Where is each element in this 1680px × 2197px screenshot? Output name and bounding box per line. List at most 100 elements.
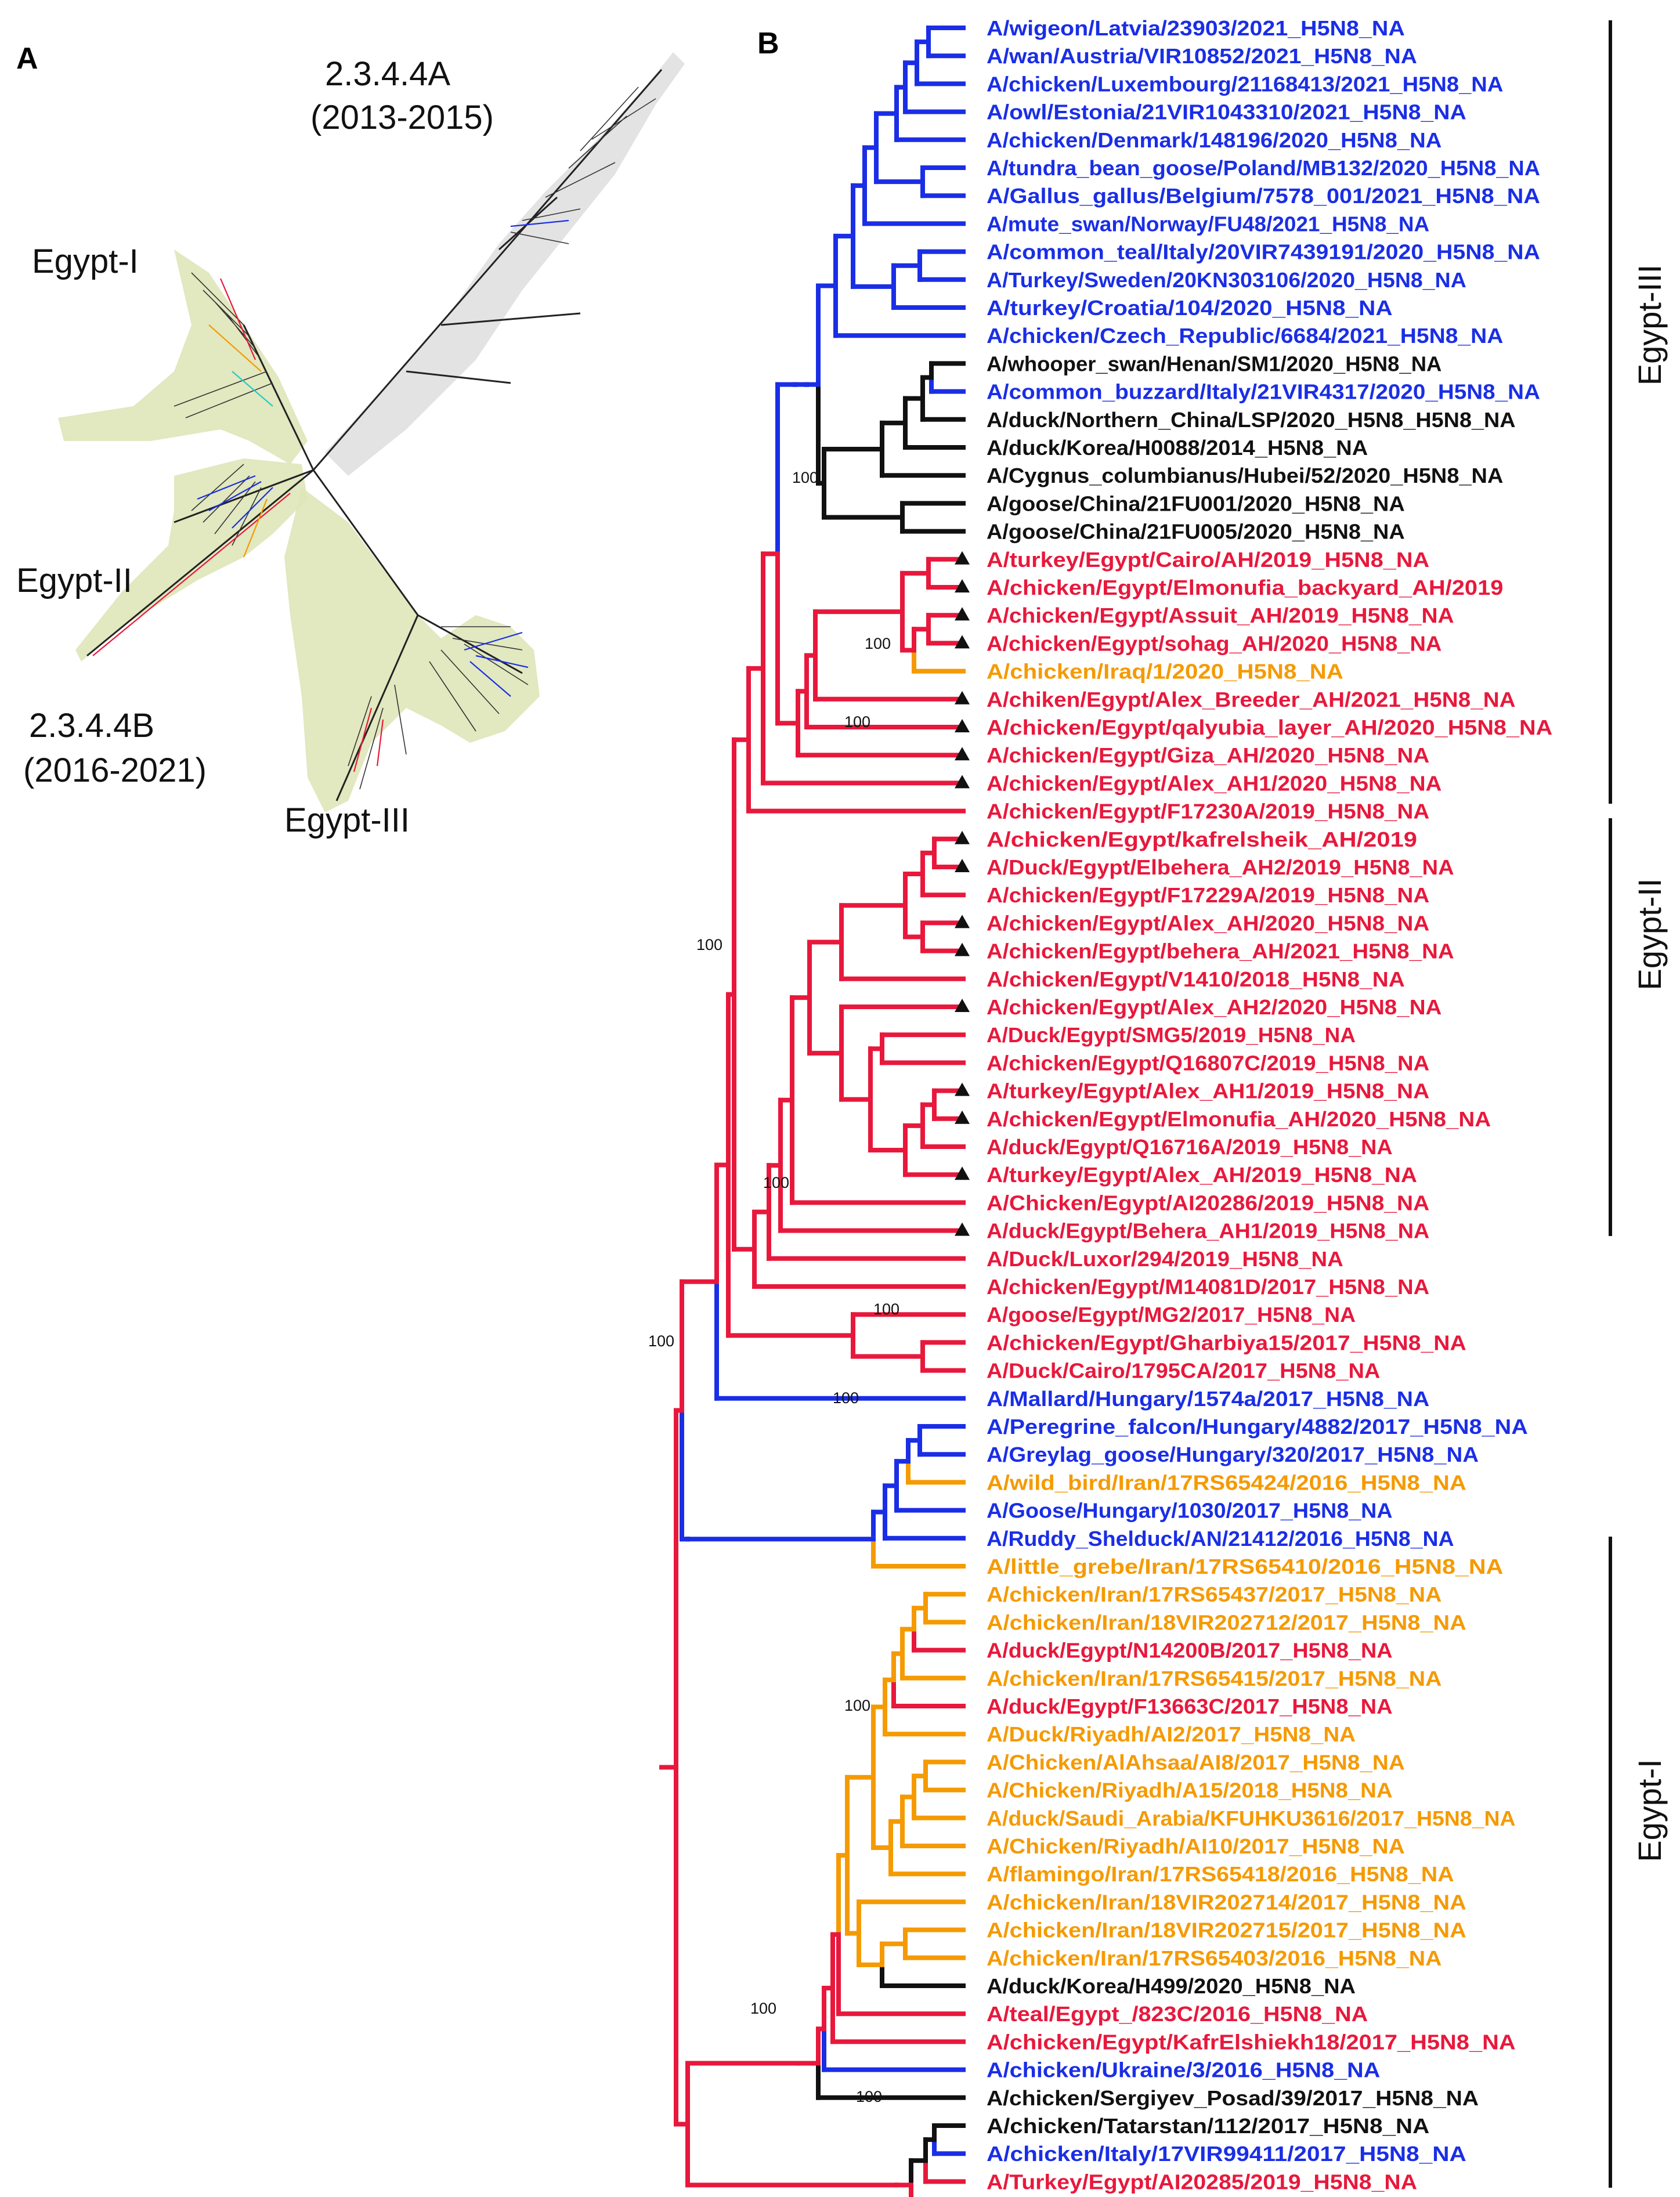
tip-label: A/tundra_bean_goose/Poland/MB132/2020_H5… [987, 156, 1540, 180]
bootstrap-labels: 100 100 100 100 100 100 100 100 100 100 100 [648, 469, 899, 2105]
tip-label: A/turkey/Egypt/Alex_AH1/2019_H5N8_NA [987, 1079, 1429, 1103]
tip-label: A/Cygnus_columbianus/Hubei/52/2020_H5N8_… [987, 464, 1503, 487]
tip-label: A/wigeon/Latvia/23903/2021_H5N8_NA [987, 16, 1405, 40]
tip-label: A/chicken/Egypt/KafrElshiekh18/2017_H5N8… [987, 2030, 1516, 2054]
tip-label: A/chicken/Egypt/Elmonufia_AH/2020_H5N8_N… [987, 1107, 1491, 1131]
tip-label: A/mute_swan/Norway/FU48/2021_H5N8_NA [987, 212, 1429, 236]
tip-label: A/Duck/Egypt/SMG5/2019_H5N8_NA [987, 1023, 1356, 1047]
tip-label: A/turkey/Croatia/104/2020_H5N8_NA [987, 296, 1393, 320]
bootstrap-label: 100 [648, 1332, 674, 1350]
tip-label: A/chicken/Egypt/Q16807C/2019_H5N8_NA [987, 1051, 1429, 1075]
tip-label: A/Chicken/Egypt/AI20286/2019_H5N8_NA [987, 1191, 1429, 1215]
tip-label: A/wild_bird/Iran/17RS65424/2016_H5N8_NA [987, 1470, 1466, 1494]
tip-label: A/chicken/Egypt/M14081D/2017_H5N8_NA [987, 1275, 1429, 1299]
tip-label: A/little_grebe/Iran/17RS65410/2016_H5N8_… [987, 1555, 1503, 1578]
tip-label: A/Duck/Egypt/Elbehera_AH2/2019_H5N8_NA [987, 855, 1454, 879]
panel-a-unrooted-tree: A [16, 42, 685, 839]
triangle-marker-icon [955, 1166, 970, 1180]
tree-b-branches [659, 26, 966, 2197]
tip-label: A/chicken/Denmark/148196/2020_H5N8_NA [987, 128, 1441, 152]
tip-label: A/duck/Northern_China/LSP/2020_H5N8_H5N8… [987, 408, 1516, 432]
panel-a-letter: A [16, 42, 38, 75]
tip-label: A/chicken/Egypt/kafrelsheik_AH/2019 [987, 828, 1417, 851]
tip-label: A/chicken/Iran/17RS65437/2017_H5N8_NA [987, 1582, 1441, 1606]
tip-label: A/Chicken/Riyadh/A15/2018_H5N8_NA [987, 1779, 1393, 1802]
tree-a-colored-leaves [92, 219, 569, 772]
tip-label: A/chicken/Egypt/Alex_AH/2020_H5N8_NA [987, 911, 1429, 935]
triangle-marker-icon [955, 579, 970, 592]
tip-label: A/Peregrine_falcon/Hungary/4882/2017_H5N… [987, 1415, 1528, 1439]
tip-label: A/Gallus_gallus/Belgium/7578_001/2021_H5… [987, 184, 1540, 208]
tip-label: A/chicken/Egypt/V1410/2018_H5N8_NA [987, 967, 1405, 991]
tip-label: A/chicken/Egypt/Alex_AH1/2020_H5N8_NA [987, 771, 1441, 795]
bootstrap-label: 100 [833, 1389, 859, 1407]
tip-label: A/duck/Egypt/N14200B/2017_H5N8_NA [987, 1639, 1393, 1663]
tip-label: A/chicken/Egypt/Gharbiya15/2017_H5N8_NA [987, 1331, 1466, 1354]
bootstrap-label: 100 [844, 1697, 870, 1714]
tip-label: A/chicken/Egypt/F17230A/2019_H5N8_NA [987, 800, 1429, 823]
tip-label: A/duck/Egypt/F13663C/2017_H5N8_NA [987, 1694, 1393, 1718]
tip-label: A/whooper_swan/Henan/SM1/2020_H5N8_NA [987, 352, 1441, 375]
tree-a-leaves [174, 86, 656, 790]
triangle-marker-icon [955, 775, 970, 789]
tip-label: A/turkey/Egypt/Alex_AH/2019_H5N8_NA [987, 1163, 1417, 1187]
tip-label: A/chicken/Egypt/Alex_AH2/2020_H5N8_NA [987, 995, 1441, 1019]
tip-label: A/Chicken/Riyadh/AI10/2017_H5N8_NA [987, 1834, 1405, 1858]
tip-label: A/duck/Saudi_Arabia/KFUHKU3616/2017_H5N8… [987, 1806, 1516, 1830]
label-2344b: 2.3.4.4B [29, 707, 154, 745]
tip-label: A/turkey/Egypt/Cairo/AH/2019_H5N8_NA [987, 548, 1429, 572]
clade-label-egypt-i: Egypt-I [1631, 1759, 1668, 1862]
label-2344a-years: (2013-2015) [310, 99, 494, 136]
triangle-marker-icon [955, 1222, 970, 1236]
shade-egypt-i [58, 250, 308, 464]
triangle-marker-icon [955, 1082, 970, 1096]
tip-label: A/chicken/Iran/17RS65403/2016_H5N8_NA [987, 1946, 1441, 1970]
tip-label: A/chicken/Italy/17VIR99411/2017_H5N8_NA [987, 2142, 1466, 2166]
tip-label: A/Greylag_goose/Hungary/320/2017_H5N8_NA [987, 1443, 1479, 1466]
tip-label: A/chicken/Egypt/behera_AH/2021_H5N8_NA [987, 939, 1454, 963]
bootstrap-label: 100 [696, 936, 722, 953]
triangle-marker-icon [955, 747, 970, 761]
bootstrap-label: 100 [792, 469, 818, 486]
tip-label: A/chicken/Czech_Republic/6684/2021_H5N8_… [987, 324, 1503, 348]
bootstrap-label: 100 [844, 713, 870, 731]
tip-label: A/chicken/Iran/18VIR202712/2017_H5N8_NA [987, 1610, 1466, 1634]
tip-label: A/Turkey/Egypt/AI20285/2019_H5N8_NA [987, 2170, 1417, 2194]
triangle-marker-icon [955, 719, 970, 732]
tip-label: A/duck/Korea/H499/2020_H5N8_NA [987, 1974, 1356, 1998]
tip-label: A/chicken/Egypt/Assuit_AH/2019_H5N8_NA [987, 604, 1454, 627]
tip-label: A/goose/China/21FU005/2020_H5N8_NA [987, 520, 1405, 544]
tip-label: A/Goose/Hungary/1030/2017_H5N8_NA [987, 1499, 1393, 1523]
shade-egypt-ii [75, 458, 308, 662]
label-egypt-iii-a: Egypt-III [284, 801, 410, 839]
tip-label: A/goose/China/21FU001/2020_H5N8_NA [987, 492, 1405, 515]
tip-label: A/chicken/Iraq/1/2020_H5N8_NA [987, 660, 1343, 684]
label-egypt-ii-a: Egypt-II [16, 562, 132, 599]
panel-b-letter: B [757, 27, 779, 60]
tip-label: A/chicken/Egypt/qalyubia_layer_AH/2020_H… [987, 716, 1552, 739]
tip-label: A/chicken/Luxembourg/21168413/2021_H5N8_… [987, 72, 1503, 96]
tip-label: A/Ruddy_Shelduck/AN/21412/2016_H5N8_NA [987, 1527, 1454, 1551]
tip-label: A/chicken/Sergiyev_Posad/39/2017_H5N8_NA [987, 2086, 1479, 2110]
tip-label: A/chiken/Egypt/Alex_Breeder_AH/2021_H5N8… [987, 688, 1516, 711]
tip-label: A/chicken/Iran/18VIR202715/2017_H5N8_NA [987, 1918, 1466, 1942]
tip-label: A/owl/Estonia/21VIR1043310/2021_H5N8_NA [987, 100, 1466, 124]
triangle-marker-icon [955, 830, 970, 844]
tip-label: A/Mallard/Hungary/1574a/2017_H5N8_NA [987, 1387, 1429, 1411]
panel-b-phylogenetic-tree: B A/wigeon/Latvia/23903/2021_H5N8_NA A/wa… [648, 16, 1668, 2197]
tip-label: A/teal/Egypt_/823C/2016_H5N8_NA [987, 2002, 1368, 2026]
bootstrap-label: 100 [750, 2000, 776, 2017]
bootstrap-label: 100 [763, 1174, 789, 1191]
label-egypt-i-a: Egypt-I [32, 243, 139, 280]
triangle-marker-icon [955, 859, 970, 872]
tip-label: A/goose/Egypt/MG2/2017_H5N8_NA [987, 1303, 1356, 1327]
tip-label: A/duck/Egypt/Behera_AH1/2019_H5N8_NA [987, 1219, 1429, 1243]
triangle-marker-icon [955, 635, 970, 649]
tip-label: A/duck/Egypt/Q16716A/2019_H5N8_NA [987, 1135, 1393, 1159]
shade-egypt-iii [284, 487, 540, 812]
tip-label: A/chicken/Egypt/F17229A/2019_H5N8_NA [987, 883, 1429, 907]
tip-label: A/Turkey/Sweden/20KN303106/2020_H5N8_NA [987, 268, 1466, 292]
clade-label-egypt-ii: Egypt-II [1631, 879, 1668, 991]
tip-label: A/common_buzzard/Italy/21VIR4317/2020_H5… [987, 380, 1540, 404]
